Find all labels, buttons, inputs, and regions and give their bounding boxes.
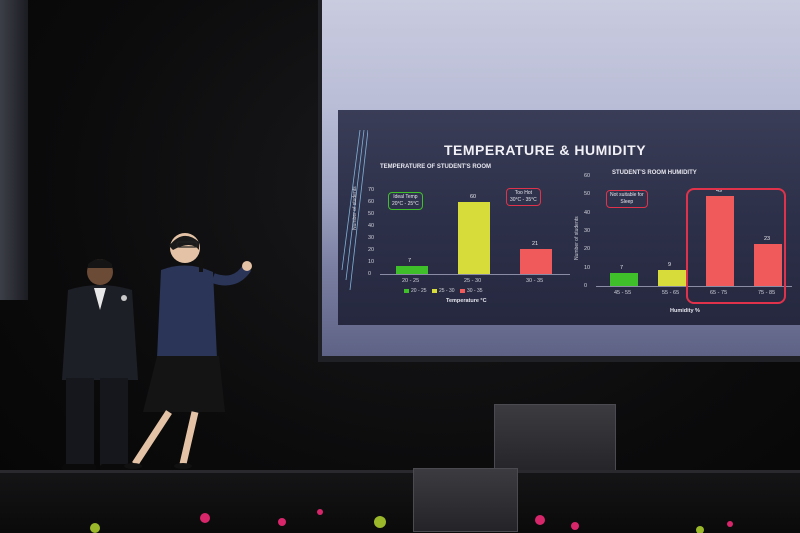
too-hot-note: Too Hot 30°C - 35°C — [506, 188, 541, 206]
stage-flowers — [90, 509, 733, 533]
presentation-slide: TEMPERATURE & HUMIDITY TEMPERATURE OF ST… — [338, 110, 800, 325]
ideal-temp-note: Ideal Temp 20°C - 25°C — [388, 192, 423, 210]
legend-swatch-red — [459, 288, 465, 293]
left-chart-x-label: Temperature °C — [446, 298, 487, 304]
left-chart-category-label: 30 - 35 — [526, 278, 544, 284]
right-chart-y-tick: 10 — [584, 264, 591, 271]
slide-decoration — [341, 130, 368, 291]
projection-screen: TEMPERATURE & HUMIDITY TEMPERATURE OF ST… — [322, 0, 800, 356]
left-chart-y-tick: 10 — [368, 259, 375, 265]
left-chart-y-tick: 20 — [368, 247, 375, 253]
too-hot-note-line2: 30°C - 35°C — [510, 197, 537, 203]
right-chart-bar — [610, 273, 638, 286]
right-chart-category-label: 55 - 65 — [662, 290, 680, 296]
right-chart-y-tick: 40 — [584, 209, 591, 216]
left-chart-y-tick: 70 — [368, 187, 375, 193]
left-chart-category-label: 20 - 25 — [402, 278, 420, 284]
left-chart-category-label: 25 - 30 — [464, 278, 482, 284]
right-chart-subtitle: STUDENT'S ROOM HUMIDITY — [612, 170, 697, 176]
stage-monitor-speaker — [413, 468, 518, 532]
left-chart-bar — [396, 265, 428, 274]
right-chart-y-tick: 50 — [584, 191, 591, 198]
right-chart-x-axis — [596, 286, 792, 287]
left-chart-bar — [458, 202, 490, 274]
right-chart-y-tick: 20 — [584, 246, 591, 253]
high-humidity-highlight-box — [686, 188, 786, 304]
left-chart-y-tick: 50 — [368, 211, 375, 217]
presenter-girl — [124, 233, 252, 469]
slide-title: TEMPERATURE & HUMIDITY — [444, 142, 647, 158]
legend-swatch-green — [404, 288, 409, 293]
left-chart-bar — [520, 248, 552, 274]
right-chart-value-label: 7 — [620, 265, 624, 272]
right-chart-bar — [658, 269, 686, 286]
not-suitable-note-line2: Sleep — [620, 199, 634, 205]
left-chart-y-tick: 30 — [368, 235, 375, 241]
stage-platform — [0, 470, 800, 533]
left-chart-y-label: Number of students — [352, 186, 358, 230]
not-suitable-note: Not suitable for Sleep — [606, 190, 648, 208]
ideal-temp-note-line2: 20°C - 25°C — [392, 201, 419, 207]
left-chart-y-tick: 60 — [368, 199, 375, 205]
right-chart-category-label: 75 - 85 — [758, 290, 776, 296]
right-chart-y-tick: 30 — [584, 228, 591, 234]
left-chart-value-label: 21 — [532, 240, 539, 247]
right-chart-value-label: 49 — [716, 188, 723, 195]
right-chart-bar — [754, 243, 782, 286]
left-chart-x-axis — [380, 274, 570, 275]
left-chart-subtitle: TEMPERATURE OF STUDENT'S ROOM — [380, 164, 491, 170]
left-chart-y-tick: 40 — [368, 223, 375, 229]
right-chart-x-label: Humidity % — [670, 308, 700, 314]
right-chart-y-label: Number of students — [574, 216, 580, 260]
right-chart-category-label: 65 - 75 — [710, 290, 728, 296]
stage-edge — [0, 470, 800, 473]
right-chart-category-label: 45 - 55 — [614, 290, 632, 296]
legend-item-1: 20 - 25 — [411, 288, 427, 294]
left-chart-value-label: 7 — [408, 257, 412, 264]
stage-speaker-back — [494, 404, 616, 476]
right-chart-y-tick: 60 — [584, 173, 591, 179]
legend-item-2: 25 - 30 — [438, 288, 455, 294]
right-chart-value-label: 23 — [764, 235, 771, 242]
too-hot-note-line1: Too Hot — [514, 190, 533, 196]
legend-item-3: 30 - 35 — [466, 288, 483, 294]
right-chart-bar — [706, 196, 734, 286]
ideal-temp-note-line1: Ideal Temp — [393, 194, 418, 200]
presenter-boy — [62, 259, 138, 471]
left-chart-value-label: 60 — [470, 194, 477, 200]
left-chart-y-tick: 0 — [368, 271, 372, 277]
stage-curtain — [0, 0, 28, 300]
right-chart-value-label: 9 — [668, 261, 672, 268]
not-suitable-note-line1: Not suitable for — [610, 192, 644, 198]
left-chart-legend: 20 - 25 25 - 30 30 - 35 — [400, 288, 483, 294]
right-chart-y-tick: 0 — [584, 283, 588, 289]
legend-swatch-yellow — [431, 288, 437, 293]
